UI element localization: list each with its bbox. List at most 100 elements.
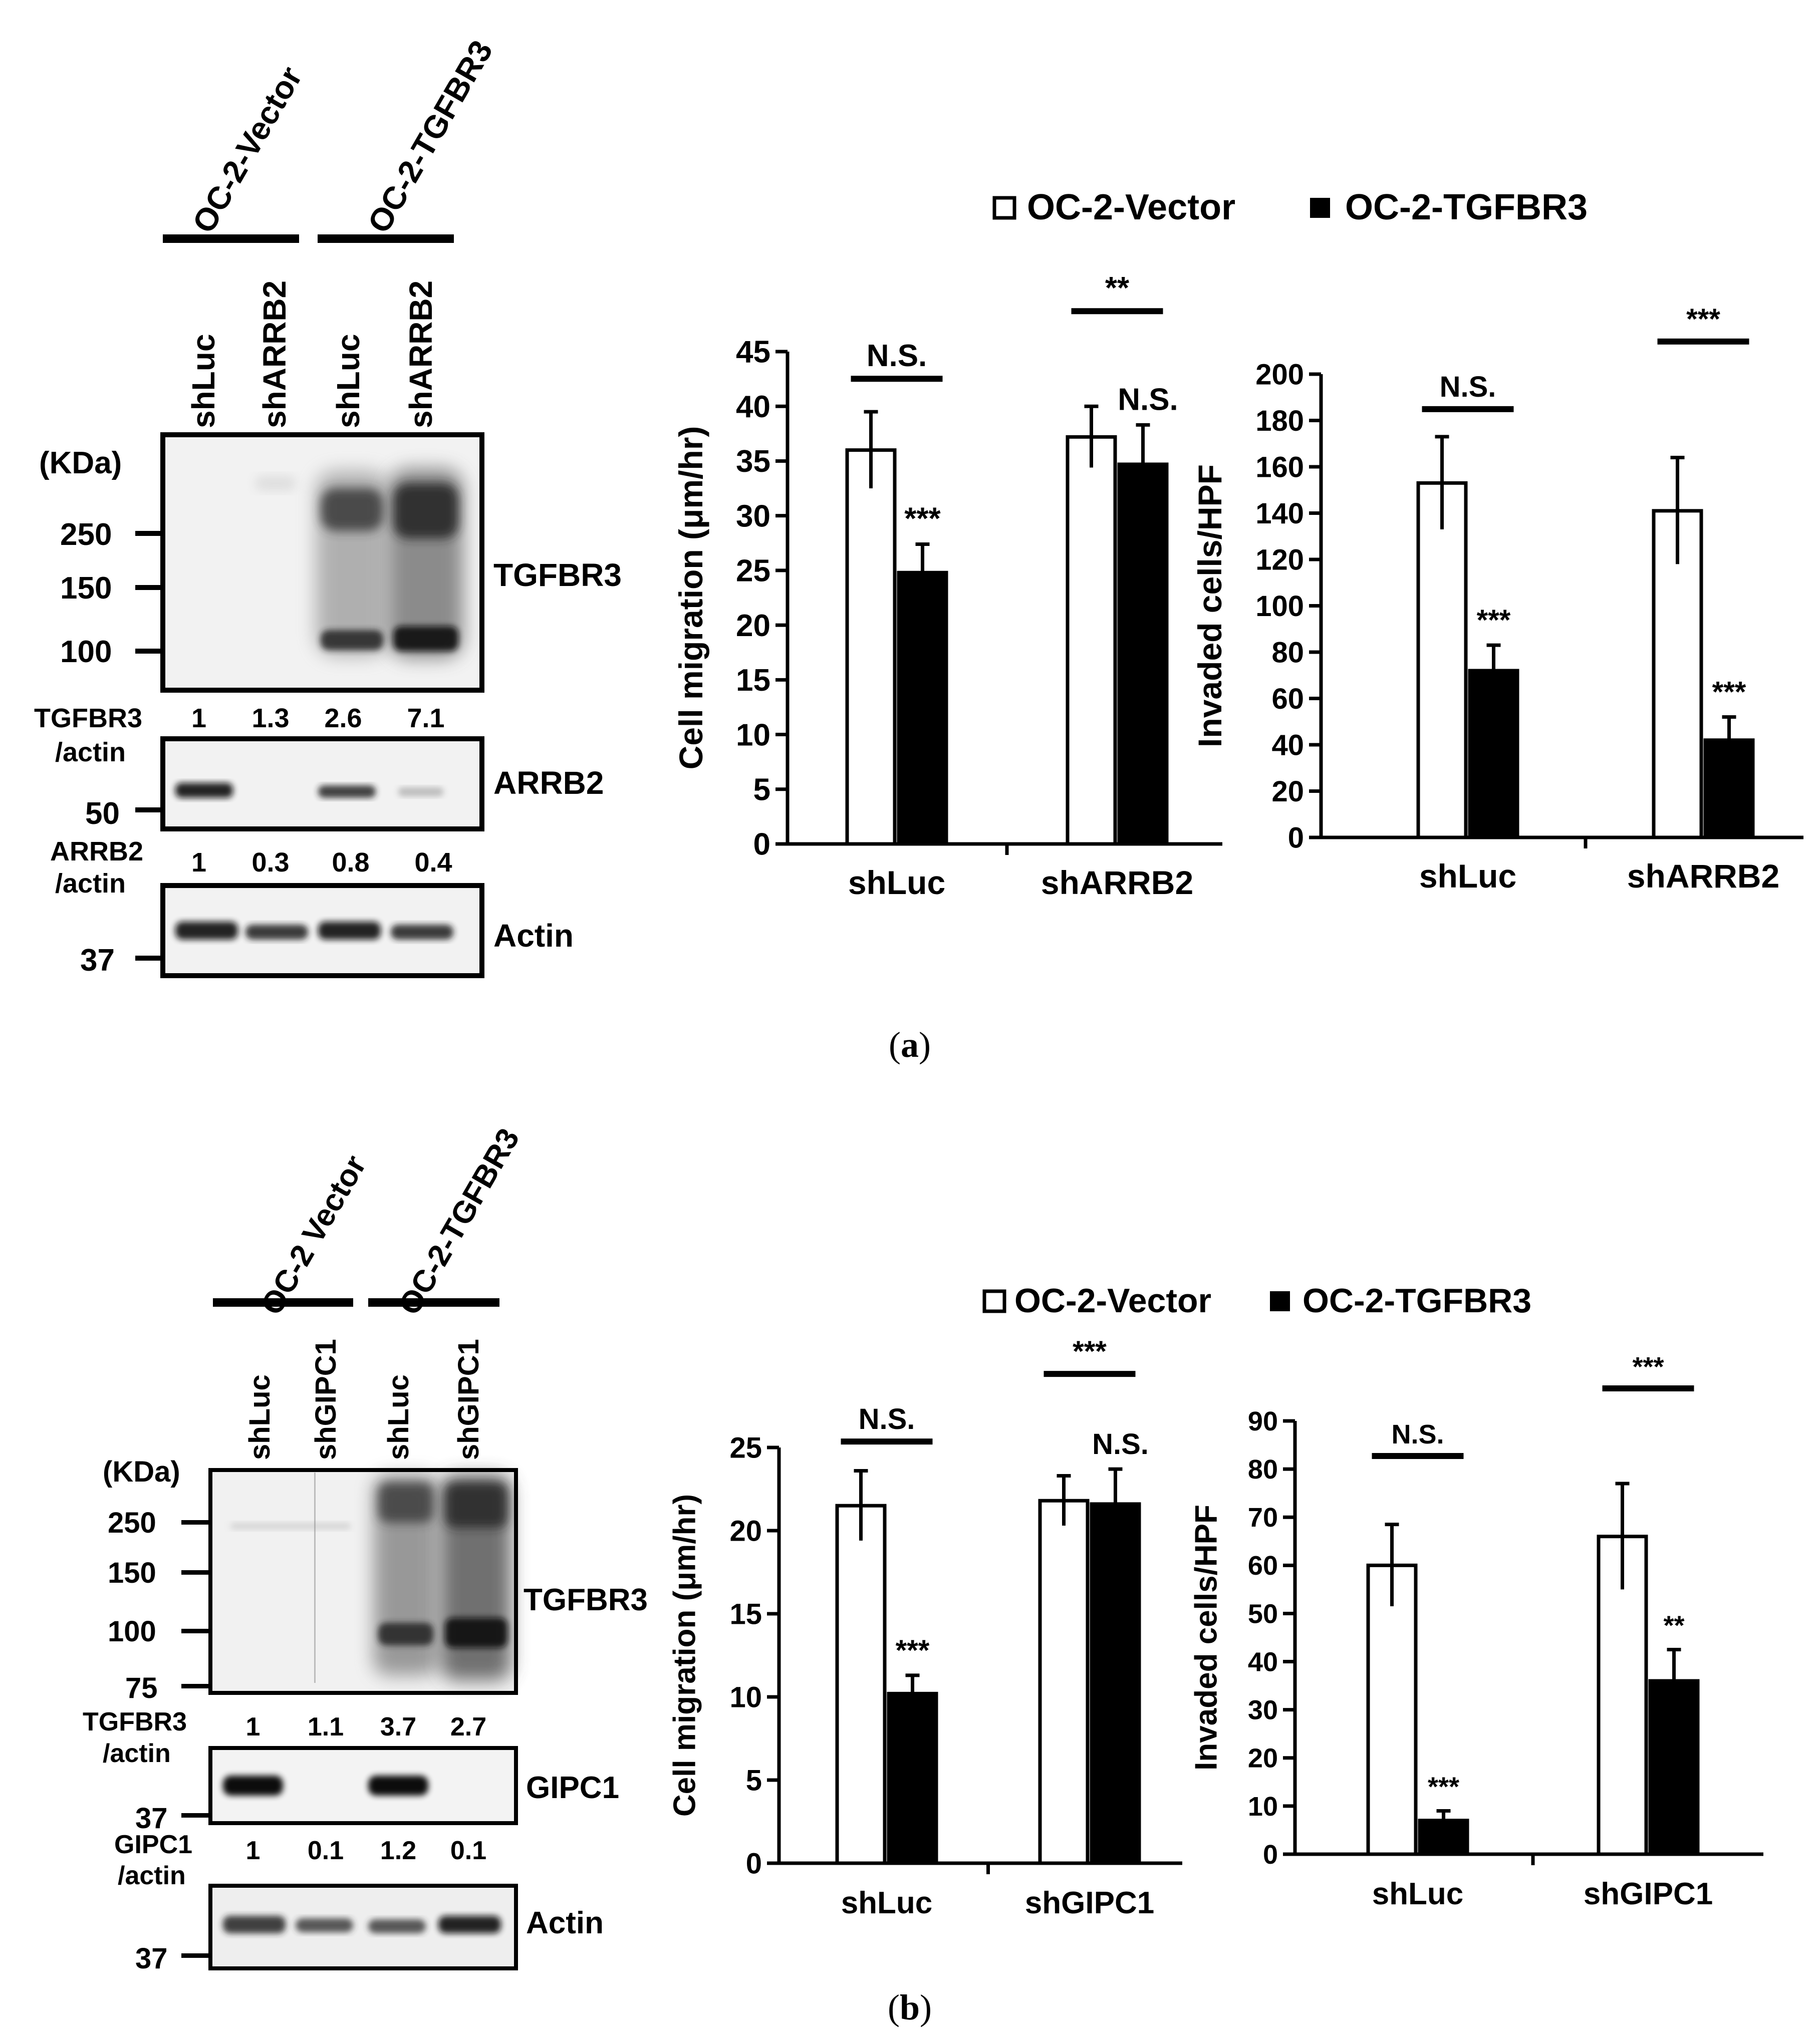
blot-b-gipc1-bands	[223, 1776, 428, 1796]
blot-b-actin-bands	[223, 1916, 501, 1933]
bar	[887, 1691, 938, 1865]
x-tick-label: shARRB2	[1041, 864, 1193, 901]
blot-a-ratio2-label: /actin	[55, 868, 126, 899]
y-tick-label: 45	[736, 335, 770, 370]
comparison-label: ***	[1686, 303, 1720, 336]
bar	[1117, 462, 1169, 846]
blot-b-lane-label: shGIPC1	[310, 1339, 342, 1460]
x-tick-label: shARRB2	[1627, 857, 1779, 895]
y-tick-label: 40	[736, 390, 770, 424]
y-tick-label: 10	[1248, 1792, 1278, 1822]
panel-b-blot: OC-2 Vector OC-2-TGFBR3 shLuc shGIPC1 sh…	[83, 1123, 648, 1975]
blot-b-marker-label: 37	[135, 1942, 168, 1975]
comparison-label: N.S.	[1391, 1419, 1444, 1449]
legend-b-label-tgfbr3: OC-2-TGFBR3	[1303, 1282, 1531, 1320]
y-tick-label: 100	[1255, 590, 1304, 623]
comparison-label: N.S.	[859, 1403, 915, 1435]
blot-b-band-label-tgfbr3: TGFBR3	[524, 1583, 648, 1617]
blot-b-marker-tick	[181, 1953, 210, 1958]
blot-a-marker-tick	[135, 956, 163, 961]
blot-a-arrb2-frame	[160, 736, 484, 831]
blot-b-marker-label: 100	[108, 1615, 156, 1648]
blot-b-ratio1-value: 2.7	[450, 1712, 486, 1741]
y-tick-label: 160	[1255, 451, 1304, 483]
blot-a-lane-label: shLuc	[185, 334, 221, 428]
blot-a-marker-tick	[135, 585, 163, 590]
y-tick-label: 20	[736, 609, 770, 643]
y-tick-label: 35	[736, 444, 770, 479]
y-axis-label: Invaded cells/HPF	[1189, 1505, 1223, 1771]
blot-a-group-bar-2	[318, 234, 454, 243]
comparison-label: **	[1105, 271, 1130, 306]
y-tick-label: 180	[1255, 405, 1304, 437]
y-tick-label: 40	[1248, 1647, 1278, 1677]
legend-a-label-tgfbr3: OC-2-TGFBR3	[1345, 187, 1588, 227]
blot-b-ratio1-value: 1.1	[308, 1712, 344, 1741]
y-tick-label: 20	[729, 1515, 762, 1547]
y-tick-label: 80	[1271, 636, 1304, 669]
legend-b-label-vector: OC-2-Vector	[1014, 1282, 1211, 1320]
y-tick-label: 15	[729, 1598, 762, 1630]
blot-a-marker-label: 100	[60, 635, 112, 669]
x-tick-label: shGIPC1	[1584, 1877, 1713, 1911]
comparison-label: N.S.	[867, 339, 927, 373]
blot-a-ratio1-value: 1.3	[251, 703, 289, 733]
y-tick-label: 0	[1263, 1840, 1278, 1870]
bar-significance-label: ***	[1712, 676, 1746, 709]
caption-b: (b)	[888, 1987, 932, 2027]
y-tick-label: 20	[1248, 1743, 1278, 1774]
bar	[897, 570, 948, 846]
bar	[1066, 435, 1117, 846]
blot-b-group-bar-1	[213, 1298, 353, 1307]
bar-significance-label: **	[1663, 1611, 1684, 1641]
bar	[1416, 481, 1468, 839]
blot-b-band-label-gipc1: GIPC1	[526, 1771, 619, 1805]
bar	[1366, 1563, 1418, 1856]
bar-significance-label: ***	[904, 501, 941, 536]
legend-a-swatch-tgfbr3	[1310, 198, 1330, 218]
blot-a-ratio1-value: 2.6	[324, 703, 362, 733]
comparison-label: N.S.	[1440, 371, 1496, 403]
chart-a-migration: 0 5 10 15 20 25 30 35 40 45 Cell migration (μm/hr)…	[672, 271, 1222, 901]
bar	[1703, 738, 1755, 839]
blot-a-ratio1-label: /actin	[55, 737, 126, 767]
blot-a-marker-tick	[135, 807, 163, 812]
y-tick-label: 30	[1248, 1695, 1278, 1725]
blot-b-marker-label: 150	[108, 1557, 156, 1589]
y-tick-label: 25	[736, 554, 770, 589]
x-tick-label: shGIPC1	[1025, 1886, 1154, 1920]
y-tick-label: 30	[736, 499, 770, 533]
bar	[845, 448, 897, 846]
blot-a-ratio1-value: 1	[191, 703, 206, 733]
y-tick-label: 10	[736, 718, 770, 752]
legend-a-swatch-vector	[992, 196, 1016, 220]
y-tick-label: 60	[1248, 1551, 1278, 1581]
y-tick-label: 5	[746, 1764, 762, 1797]
bar	[835, 1504, 887, 1865]
y-tick-label: 80	[1248, 1454, 1278, 1485]
y-tick-label: 200	[1255, 358, 1304, 391]
blot-a-actin-bands	[175, 922, 453, 940]
chart-a-invasion: 0 20 40 60 80 100 120 140 160 180 200 Invaded cells…	[1191, 303, 1803, 895]
blot-a-arrb2-bands	[175, 783, 443, 798]
blot-a-marker-label: 250	[60, 517, 112, 552]
blot-a-tgfbr3-bands	[255, 468, 463, 659]
blot-b-tgfbr3-frame	[208, 1468, 518, 1695]
blot-b-marker-tick	[181, 1570, 210, 1575]
y-tick-label: 20	[1271, 775, 1304, 808]
bar	[1090, 1502, 1141, 1865]
y-tick-label: 0	[1288, 821, 1304, 854]
blot-a-ratio1-value: 7.1	[407, 703, 444, 733]
y-tick-label: 25	[729, 1431, 762, 1464]
y-tick-label: 5	[753, 772, 770, 807]
blot-a-band-label-arrb2: ARRB2	[493, 765, 604, 801]
blot-b-ratio2-value: 1.2	[380, 1836, 416, 1865]
y-tick-label: 50	[1248, 1599, 1278, 1629]
blot-b-tgfbr3-bands	[230, 1473, 511, 1683]
blot-a-band-label-tgfbr3: TGFBR3	[493, 557, 622, 593]
blot-b-group-label-2: OC-2-TGFBR3	[392, 1123, 526, 1321]
blot-b-ratio1-value: 1	[246, 1712, 261, 1741]
blot-a-tgfbr3-frame	[160, 432, 484, 693]
y-axis-label: Cell migration (μm/hr)	[672, 426, 709, 770]
blot-b-lane-label: shLuc	[243, 1374, 276, 1460]
